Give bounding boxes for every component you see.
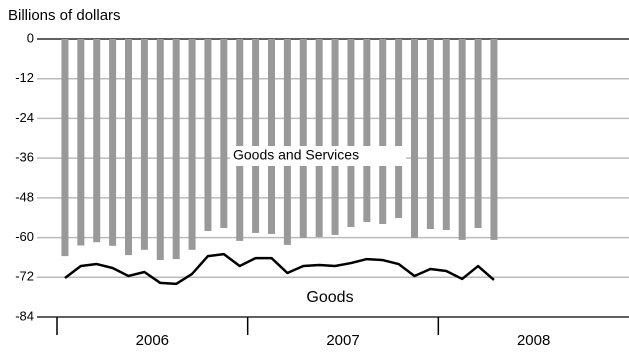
y-axis-title: Billions of dollars xyxy=(8,7,121,24)
bar xyxy=(125,39,132,256)
bar xyxy=(252,39,260,233)
bar xyxy=(268,39,275,234)
y-tick-label: -12 xyxy=(15,70,34,85)
bar xyxy=(315,39,323,237)
y-tick-label: -84 xyxy=(15,308,34,323)
year-label: 2007 xyxy=(326,332,359,349)
bar xyxy=(172,39,180,260)
bar xyxy=(363,39,371,223)
bar xyxy=(331,39,339,235)
label-background xyxy=(230,146,406,166)
y-tick-label: -36 xyxy=(15,150,34,165)
bar xyxy=(109,39,117,246)
series-annotation: Goods xyxy=(306,289,353,306)
bar xyxy=(379,39,387,225)
y-tick-label: -72 xyxy=(15,269,34,284)
bar xyxy=(395,39,403,219)
bar xyxy=(347,39,355,227)
bar xyxy=(442,39,450,230)
y-tick-label: -48 xyxy=(15,189,34,204)
bar xyxy=(283,39,291,245)
y-tick-label: 0 xyxy=(27,30,34,45)
year-label: 2008 xyxy=(517,332,550,349)
y-tick-label: -24 xyxy=(15,110,34,125)
bar xyxy=(426,39,434,229)
y-tick-label: -60 xyxy=(15,229,34,244)
bar xyxy=(61,39,69,257)
bar xyxy=(140,39,148,250)
bar xyxy=(458,39,466,240)
bar xyxy=(474,39,482,228)
bar xyxy=(236,39,244,241)
bar xyxy=(188,39,196,250)
series-annotation: Goods and Services xyxy=(233,147,359,163)
bar xyxy=(411,39,418,238)
bar xyxy=(93,39,101,243)
line xyxy=(64,252,495,286)
bar xyxy=(220,39,228,228)
year-label: 2006 xyxy=(136,332,169,349)
bar xyxy=(299,39,307,238)
bar xyxy=(156,39,164,261)
bar xyxy=(490,39,498,240)
bar xyxy=(204,39,212,231)
bar xyxy=(77,39,85,246)
